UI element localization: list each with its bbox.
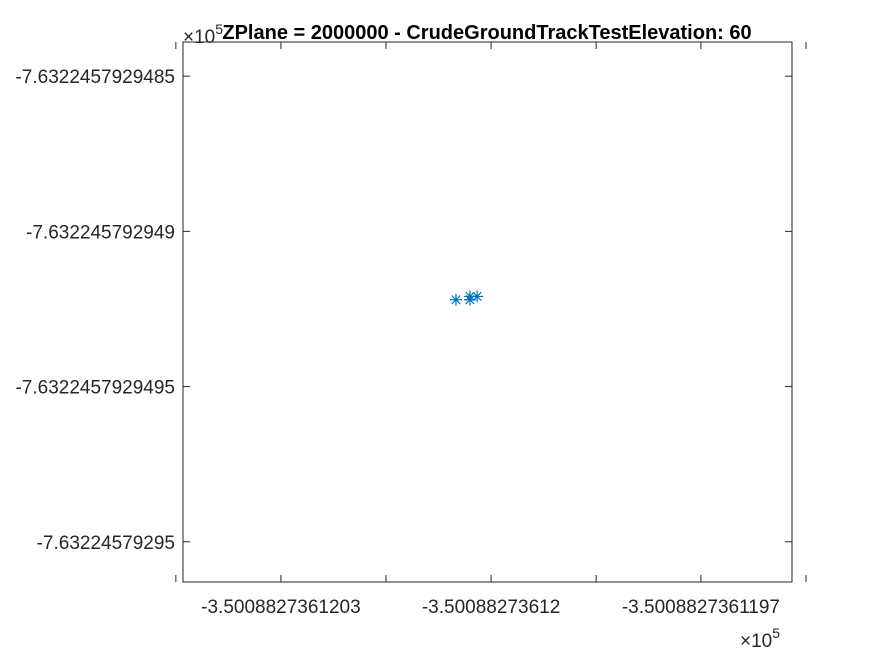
x-tick-label: -3.50088273612 [422,597,560,618]
x-tick-label: -3.5008827361197 [622,597,780,618]
tick-labels: -3.5008827361203 -3.50088273612 -3.5008827… [15,67,780,618]
data-markers [449,290,484,306]
axes-box [182,41,793,583]
plot-area [183,42,792,582]
y-exponent-label: ×105 [183,21,223,48]
y-tick-label: -7.63224579295 [37,533,175,554]
y-tick-label: -7.632245792949 [26,222,175,243]
x-exponent-label: ×105 [740,625,780,652]
data-point [463,293,476,306]
x-tick-label: -3.5008827361203 [201,597,361,618]
data-point [449,293,462,306]
ticks-layer [175,42,807,582]
y-tick-label: -7.6322457929495 [15,378,175,399]
y-tick-label: -7.6322457929485 [15,67,175,88]
chart-title: ZPlane = 2000000 - CrudeGroundTrackTestE… [222,22,751,44]
